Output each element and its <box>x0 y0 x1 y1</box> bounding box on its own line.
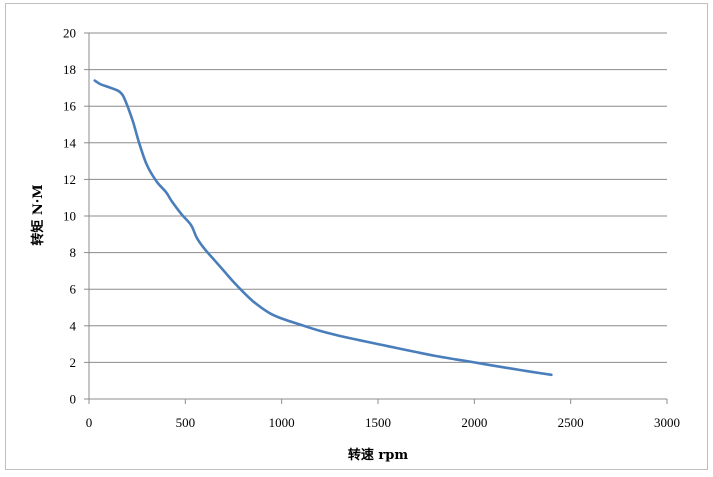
x-tick-label: 1000 <box>269 415 295 430</box>
y-tick-label: 18 <box>63 62 76 77</box>
series-line-0 <box>93 79 553 377</box>
chart-frame <box>5 3 708 470</box>
grid-lines <box>89 32 667 363</box>
x-axis-label: 转速 rpm <box>348 447 408 463</box>
y-tick-label: 14 <box>63 135 77 150</box>
x-tick-label: 1500 <box>365 415 391 430</box>
y-tick-label: 10 <box>63 209 76 224</box>
y-tick-label: 16 <box>63 99 77 114</box>
y-tick-label: 12 <box>63 172 76 187</box>
y-tick-label: 6 <box>70 282 77 297</box>
x-tick-label: 500 <box>176 415 196 430</box>
x-tick-labels: 0 500 1000 1500 2000 2500 3000 <box>86 415 680 430</box>
y-tick-label: 8 <box>70 245 77 260</box>
x-tick-label: 3000 <box>654 415 680 430</box>
y-tick-labels: 0 2 4 6 8 10 12 14 16 18 20 <box>63 26 77 407</box>
y-tick-label: 2 <box>70 355 77 370</box>
y-tick-label: 4 <box>70 318 77 333</box>
x-tick-label: 2500 <box>558 415 584 430</box>
x-tick-label: 0 <box>86 415 93 430</box>
x-tick-label: 2000 <box>461 415 487 430</box>
y-tick-label: 20 <box>63 26 76 41</box>
y-axis-label: 转矩 N·M <box>30 184 46 245</box>
y-tick-label: 0 <box>70 392 77 407</box>
series-layer <box>93 79 553 377</box>
axes <box>84 32 668 404</box>
